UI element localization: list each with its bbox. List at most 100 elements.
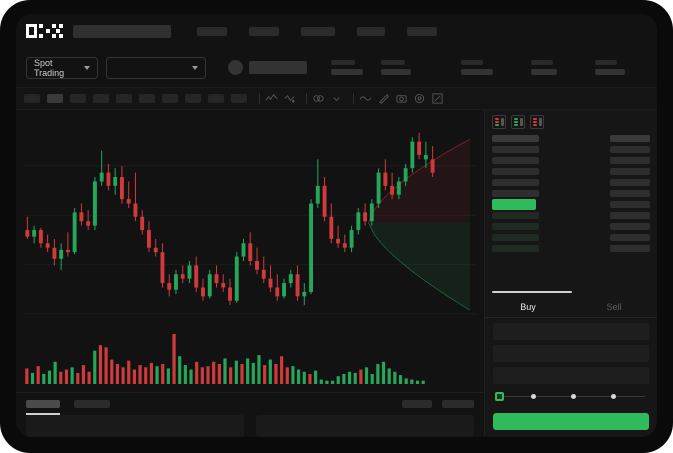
order-book-amount — [610, 212, 650, 219]
orderbook-view-bids-icon[interactable] — [511, 115, 525, 129]
order-book-price — [492, 179, 539, 186]
order-book-row[interactable] — [492, 212, 650, 219]
logo-letter-k — [39, 24, 50, 38]
slider-step-75[interactable] — [611, 394, 616, 399]
order-book-amount — [610, 146, 650, 153]
order-book-amount — [610, 179, 650, 186]
order-book-price — [492, 190, 539, 197]
order-book-amount — [610, 245, 650, 252]
order-book-row[interactable] — [492, 157, 650, 164]
order-book-price — [492, 212, 539, 219]
order-book-row[interactable] — [492, 179, 650, 186]
bottom-card-right[interactable] — [256, 415, 474, 437]
bottom-card-left[interactable] — [26, 415, 244, 437]
fullscreen-icon[interactable] — [431, 92, 444, 105]
timeframe-button-8[interactable] — [185, 94, 201, 103]
timeframe-button-4[interactable] — [93, 94, 109, 103]
settings-gear-icon[interactable] — [413, 92, 426, 105]
bottom-action-2[interactable] — [442, 400, 474, 408]
order-book-row[interactable] — [492, 223, 650, 230]
orders-tabs — [16, 393, 484, 415]
market-type-select[interactable]: Spot Trading — [26, 56, 98, 79]
chart-type-icon[interactable] — [283, 92, 296, 105]
chart-toolbar — [16, 88, 657, 110]
drawing-pen-icon[interactable] — [377, 92, 390, 105]
bottom-action-1[interactable] — [402, 400, 432, 408]
camera-icon[interactable] — [395, 92, 408, 105]
slider-step-25[interactable] — [531, 394, 536, 399]
order-book-row[interactable] — [492, 168, 650, 175]
order-book-panel[interactable] — [484, 110, 657, 296]
tab-order-history[interactable] — [74, 400, 110, 408]
order-book-price — [492, 168, 539, 175]
timeframe-button-7[interactable] — [162, 94, 178, 103]
nav-item-2[interactable] — [249, 26, 279, 36]
indicators-icon[interactable] — [265, 92, 278, 105]
order-book-rows — [485, 133, 657, 252]
order-book-spread-price — [492, 199, 536, 210]
order-amount-slider[interactable] — [495, 392, 647, 402]
nav-item-5[interactable] — [407, 26, 437, 36]
nav-item-1[interactable] — [197, 26, 227, 36]
tab-sell[interactable]: Sell — [606, 301, 622, 312]
compare-icon[interactable] — [312, 92, 325, 105]
ticker-bar: Spot Trading — [16, 48, 657, 88]
timeframe-button-3[interactable] — [70, 94, 86, 103]
order-book-row[interactable] — [492, 199, 650, 210]
order-book-scrollbar[interactable] — [492, 291, 572, 293]
order-book-row[interactable] — [492, 135, 650, 142]
order-book-row[interactable] — [492, 234, 650, 241]
more-chevron-icon[interactable] — [330, 92, 343, 105]
order-book-price — [492, 223, 539, 230]
buy-sell-tabs: Buy Sell — [485, 296, 657, 318]
order-book-amount — [610, 168, 650, 175]
slider-step-50[interactable] — [571, 394, 576, 399]
order-book-price — [492, 135, 539, 142]
stat-24h-change — [381, 60, 411, 75]
order-book-row[interactable] — [492, 190, 650, 197]
toolbar-divider — [306, 93, 307, 104]
price-chart-panel[interactable] — [16, 110, 484, 392]
chevron-down-icon — [84, 65, 90, 70]
line-chart-icon[interactable] — [359, 92, 372, 105]
volume-series — [25, 334, 425, 384]
order-book-row[interactable] — [492, 146, 650, 153]
order-book-amount — [610, 234, 650, 241]
order-book-amount — [610, 201, 650, 208]
nav-item-3[interactable] — [301, 26, 335, 36]
order-amount-field[interactable] — [493, 345, 649, 362]
toolbar-divider — [259, 93, 260, 104]
order-price-field[interactable] — [493, 323, 649, 340]
timeframe-button-2[interactable] — [47, 94, 63, 103]
trade-form-panel: Buy Sell — [484, 296, 657, 437]
toolbar-divider — [353, 93, 354, 104]
trading-pair-select[interactable] — [106, 56, 206, 79]
timeframe-button-9[interactable] — [208, 94, 224, 103]
order-total-field[interactable] — [493, 367, 649, 384]
order-book-amount — [610, 157, 650, 164]
logo-letter-x — [52, 24, 63, 38]
place-buy-order-button[interactable] — [493, 413, 649, 430]
depth-overlay — [368, 138, 471, 311]
orderbook-view-both-icon[interactable] — [492, 115, 506, 129]
order-book-price — [492, 157, 539, 164]
candlestick-chart — [24, 132, 476, 384]
okx-logo-icon[interactable] — [26, 24, 63, 38]
timeframe-button-1[interactable] — [24, 94, 40, 103]
tab-buy[interactable]: Buy — [520, 301, 536, 312]
order-book-price — [492, 245, 539, 252]
tab-open-orders[interactable] — [26, 400, 60, 408]
nav-item-4[interactable] — [357, 26, 385, 36]
timeframe-button-5[interactable] — [116, 94, 132, 103]
order-book-price — [492, 234, 539, 241]
order-book-amount — [610, 135, 650, 142]
slider-handle[interactable] — [495, 392, 504, 401]
timeframe-button-6[interactable] — [139, 94, 155, 103]
global-search-input[interactable] — [73, 24, 171, 38]
orderbook-view-asks-icon[interactable] — [530, 115, 544, 129]
logo-letter-o — [26, 24, 37, 38]
timeframe-button-10[interactable] — [231, 94, 247, 103]
stat-24h-low — [531, 60, 557, 75]
order-book-row[interactable] — [492, 245, 650, 252]
